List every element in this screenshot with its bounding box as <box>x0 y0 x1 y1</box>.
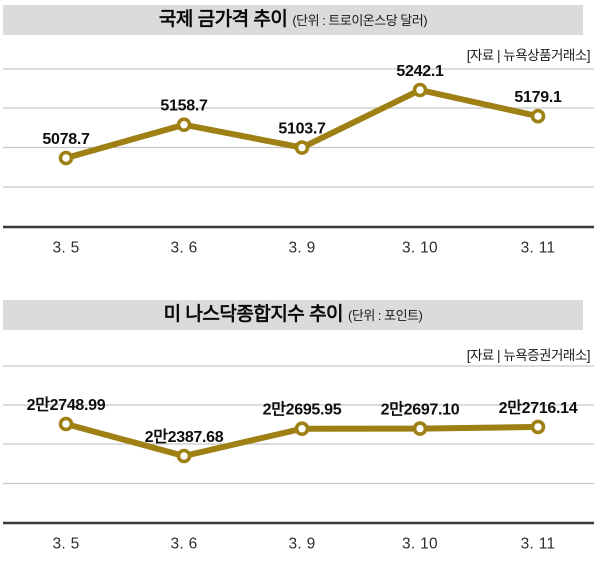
x-axis-tick-label: 3. 5 <box>52 536 79 553</box>
data-point-marker <box>176 448 192 464</box>
x-axis-tick-label: 3. 10 <box>402 536 438 553</box>
data-point-marker <box>530 419 546 435</box>
data-point-marker <box>58 416 74 432</box>
x-axis-tick-label: 3. 10 <box>402 240 438 257</box>
data-point-marker <box>58 150 74 166</box>
data-point-marker <box>176 117 192 133</box>
x-axis-tick-label: 3. 6 <box>170 240 197 257</box>
x-axis-tick-label: 3. 9 <box>288 536 315 553</box>
gold-chart-title: 국제 금가격 추이 <box>158 9 288 30</box>
data-point-label: 5078.7 <box>42 131 90 148</box>
data-point-label: 2만2716.14 <box>499 399 578 417</box>
data-point-marker <box>412 82 428 98</box>
chart-1-plot-area: 5078.7 3. 5 5158.7 3. 6 5103.7 3. 9 5242.1 3. 1… <box>3 63 594 257</box>
data-point-label: 5242.1 <box>396 63 444 80</box>
nasdaq-chart-source: [자료 | 뉴욕증권거래소] <box>466 348 591 363</box>
chart-2-plot-area: 2만2748.99 3. 5 2만2387.68 3. 6 2만2695.95 3. 9 2… <box>3 365 594 553</box>
gold-chart-unit-label: (단위 : 트로이온스당 달러) <box>292 13 428 28</box>
data-point-marker <box>412 421 428 436</box>
data-point-label: 2만2748.99 <box>27 396 106 414</box>
nasdaq-chart-unit-label: (단위 : 포인트) <box>348 308 423 323</box>
data-point-marker <box>530 108 546 124</box>
x-axis-tick-label: 3. 9 <box>288 240 315 257</box>
gold-chart-source: [자료 | 뉴욕상품거래소] <box>466 48 591 63</box>
data-point-marker <box>294 421 310 436</box>
nasdaq-chart-title: 미 나스닥종합지수 추이 <box>163 304 344 325</box>
nasdaq-chart-title-bar: 미 나스닥종합지수 추이 (단위 : 포인트) <box>3 300 583 330</box>
data-point-marker <box>294 140 310 155</box>
data-point-label: 5158.7 <box>160 98 208 115</box>
x-axis-tick-label: 3. 5 <box>52 240 79 257</box>
gold-chart-title-bar: 국제 금가격 추이 (단위 : 트로이온스당 달러) <box>3 5 583 35</box>
data-point-label: 2만2697.10 <box>381 401 460 419</box>
x-axis-tick-label: 3. 6 <box>170 536 197 553</box>
data-point-label: 5103.7 <box>278 121 326 138</box>
data-point-label: 2만2695.95 <box>263 401 342 419</box>
data-point-label: 5179.1 <box>514 89 562 106</box>
x-axis-tick-label: 3. 11 <box>521 536 556 553</box>
x-axis-tick-label: 3. 11 <box>521 240 556 257</box>
data-point-label: 2만2387.68 <box>145 428 224 446</box>
